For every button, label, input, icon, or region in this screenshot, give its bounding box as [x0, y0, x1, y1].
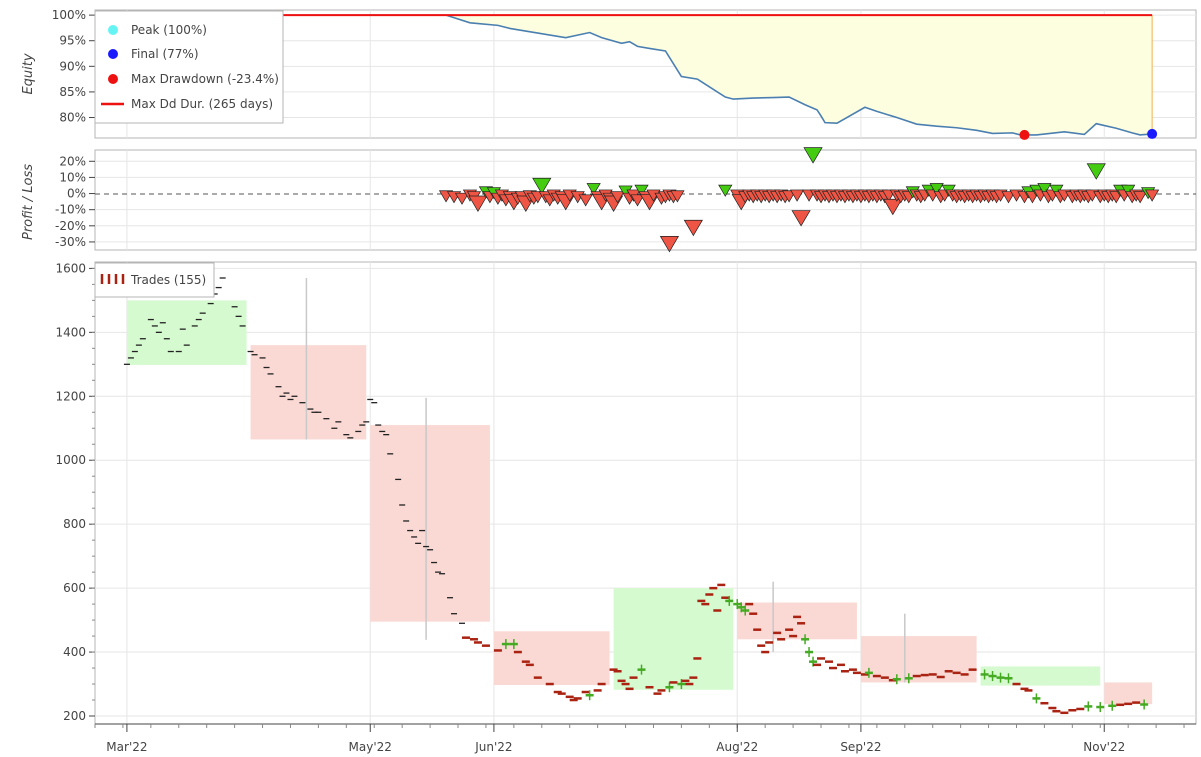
profit-loss-panel: 20% 10% 0% -10% -20% -30% Profit / Loss [21, 147, 1197, 253]
equity-marker [1019, 129, 1030, 140]
loss-trade-marker [630, 194, 645, 207]
down-period-box [493, 631, 610, 685]
drawdown-fill [446, 15, 1153, 135]
trade-marks [461, 583, 1149, 715]
profit-loss-y-tick-label: 20% [59, 154, 86, 168]
loss-trade-marker [789, 189, 805, 202]
loss-trade-marker [1001, 191, 1016, 204]
price-y-tick-label: 400 [63, 645, 86, 659]
up-period-box [613, 588, 734, 690]
profit-loss-markers [438, 147, 1160, 253]
loss-trade-marker [670, 190, 685, 203]
period-boxes [126, 300, 1153, 705]
equity-line [126, 14, 1153, 136]
price-y-ticks: 1600 1400 1200 1000 800 600 400 200 [55, 261, 95, 723]
final-legend-label: Final (77%) [131, 47, 199, 61]
profit-loss-y-tick-label: -30% [55, 235, 86, 249]
loss-trade-marker [454, 192, 470, 205]
equity-y-tick-label: 80% [59, 111, 86, 125]
loss-trade-marker [683, 219, 703, 237]
equity-legend-box [94, 10, 284, 124]
equity-marker [1147, 128, 1158, 139]
equity-y-ticks: 100% 95% 90% 85% 80% [52, 8, 95, 125]
trades-legend-marker [100, 274, 125, 284]
x-tick-label: Nov'22 [1083, 740, 1125, 754]
loss-trade-marker [659, 235, 680, 253]
max-drawdown-legend-label: Max Drawdown (-23.4%) [131, 72, 279, 86]
price-y-tick-label: 1200 [55, 389, 86, 403]
win-trade-marker [532, 177, 552, 195]
max-drawdown-legend-marker [108, 74, 118, 84]
equity-y-tick-label: 85% [59, 85, 86, 99]
equity-y-tick-label: 100% [52, 8, 86, 22]
x-tick-label: May'22 [349, 740, 392, 754]
price-y-tick-label: 200 [63, 709, 86, 723]
loss-trade-marker [610, 191, 625, 204]
win-trade-marker [1037, 183, 1052, 196]
loss-trade-marker [468, 195, 488, 213]
x-axis-ticks: Mar'22 May'22 Jun'22 Aug'22 Sep'22 Nov'22 [94, 723, 1196, 754]
x-tick-label: Aug'22 [716, 740, 758, 754]
up-period-box [126, 300, 247, 365]
x-tick-label: Mar'22 [106, 740, 147, 754]
equity-y-tick-label: 95% [59, 34, 86, 48]
loss-trade-marker [791, 210, 811, 227]
down-period-box [250, 345, 367, 440]
price-y-tick-label: 800 [63, 517, 86, 531]
win-trade-marker [586, 183, 601, 196]
win-trade-marker [1086, 163, 1106, 180]
price-y-tick-label: 1000 [55, 453, 86, 467]
up-period-box [980, 666, 1101, 686]
price-y-tick-label: 600 [63, 581, 86, 595]
price-panel: 1600 1400 1200 1000 800 600 400 200 Mar'22 May'2… [55, 261, 1197, 754]
win-trade-marker [803, 147, 823, 164]
equity-legend: Peak (100%) Final (77%) Max Drawdown (-2… [94, 10, 284, 124]
final-legend-marker [108, 49, 118, 59]
equity-y-tick-label: 90% [59, 59, 86, 73]
x-tick-label: Jun'22 [474, 740, 512, 754]
max-dd-duration-legend-label: Max Dd Dur. (265 days) [131, 97, 273, 111]
equity-markers [1019, 128, 1158, 140]
loss-trade-marker [578, 194, 593, 207]
loss-trade-marker [1133, 191, 1148, 204]
equity-axis-label: Equity [21, 53, 36, 94]
equity-lines [126, 14, 1153, 136]
period-wicks [305, 277, 906, 683]
trades-legend-label: Trades (155) [130, 273, 206, 287]
profit-loss-y-tick-label: 10% [59, 170, 86, 184]
down-period-box [860, 636, 977, 683]
loss-trade-marker [883, 198, 903, 216]
drawdown-area [446, 15, 1153, 135]
profit-loss-y-tick-label: 0% [67, 187, 86, 201]
profit-loss-y-tick-label: -10% [55, 203, 86, 217]
down-period-box [1104, 682, 1153, 705]
x-tick-label: Sep'22 [840, 740, 881, 754]
profit-loss-grid [95, 150, 1196, 250]
price-y-tick-label: 1600 [55, 261, 86, 275]
peak-legend-label: Peak (100%) [131, 23, 207, 37]
profit-loss-axis-label: Profit / Loss [21, 164, 36, 240]
price-ticks [123, 277, 465, 624]
profit-loss-y-ticks: 20% 10% 0% -10% -20% -30% [55, 154, 95, 249]
loss-trade-marker [1145, 189, 1160, 202]
trades-legend: Trades (155) [94, 262, 215, 298]
price-y-tick-label: 1400 [55, 325, 86, 339]
win-trade-marker [929, 183, 944, 196]
equity-panel: 100% 95% 90% 85% 80% Equity Peak (100%) Fina… [21, 8, 1197, 140]
down-period-box [737, 602, 857, 640]
win-trade-marker [718, 184, 733, 197]
profit-loss-y-tick-label: -20% [55, 219, 86, 233]
peak-legend-marker [108, 25, 118, 35]
down-period-box [370, 425, 490, 622]
win-trade-marker [634, 184, 649, 197]
